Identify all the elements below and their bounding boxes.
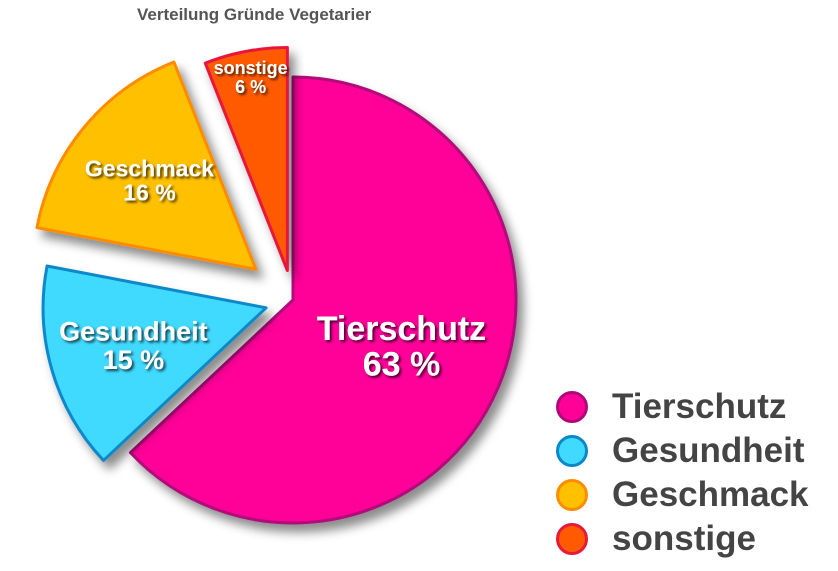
legend-label-geschmack: Geschmack xyxy=(612,475,809,514)
legend-item-geschmack: Geschmack xyxy=(556,473,809,517)
legend-swatch-sonstige xyxy=(556,523,588,555)
legend-item-sonstige: sonstige xyxy=(556,517,809,561)
slice-label-sonstige: sonstige xyxy=(214,58,288,78)
legend: Tierschutz Gesundheit Geschmack sonstige xyxy=(556,385,809,561)
chart-title: Verteilung Gründe Vegetarier xyxy=(137,5,372,24)
slice-label-tierschutz: Tierschutz xyxy=(317,310,486,348)
slice-value-tierschutz: 63 % xyxy=(363,345,441,383)
legend-swatch-gesundheit xyxy=(556,435,588,467)
slice-value-geschmack: 16 % xyxy=(123,180,175,206)
pie-slice-tierschutz xyxy=(128,75,518,525)
legend-swatch-geschmack xyxy=(556,479,588,511)
legend-item-tierschutz: Tierschutz xyxy=(556,385,809,429)
slice-label-gesundheit: Gesundheit xyxy=(59,317,208,347)
pie-slice-gesundheit xyxy=(41,264,268,462)
pie-slice-geschmack xyxy=(35,60,258,271)
legend-swatch-tierschutz xyxy=(556,391,588,423)
legend-label-sonstige: sonstige xyxy=(612,519,756,558)
legend-label-tierschutz: Tierschutz xyxy=(612,387,787,426)
pie-slice-sonstige xyxy=(203,46,289,273)
slice-label-geschmack: Geschmack xyxy=(85,155,214,181)
legend-item-gesundheit: Gesundheit xyxy=(556,429,809,473)
slice-value-gesundheit: 15 % xyxy=(103,345,165,375)
slice-value-sonstige: 6 % xyxy=(235,77,266,97)
legend-label-gesundheit: Gesundheit xyxy=(612,431,805,470)
